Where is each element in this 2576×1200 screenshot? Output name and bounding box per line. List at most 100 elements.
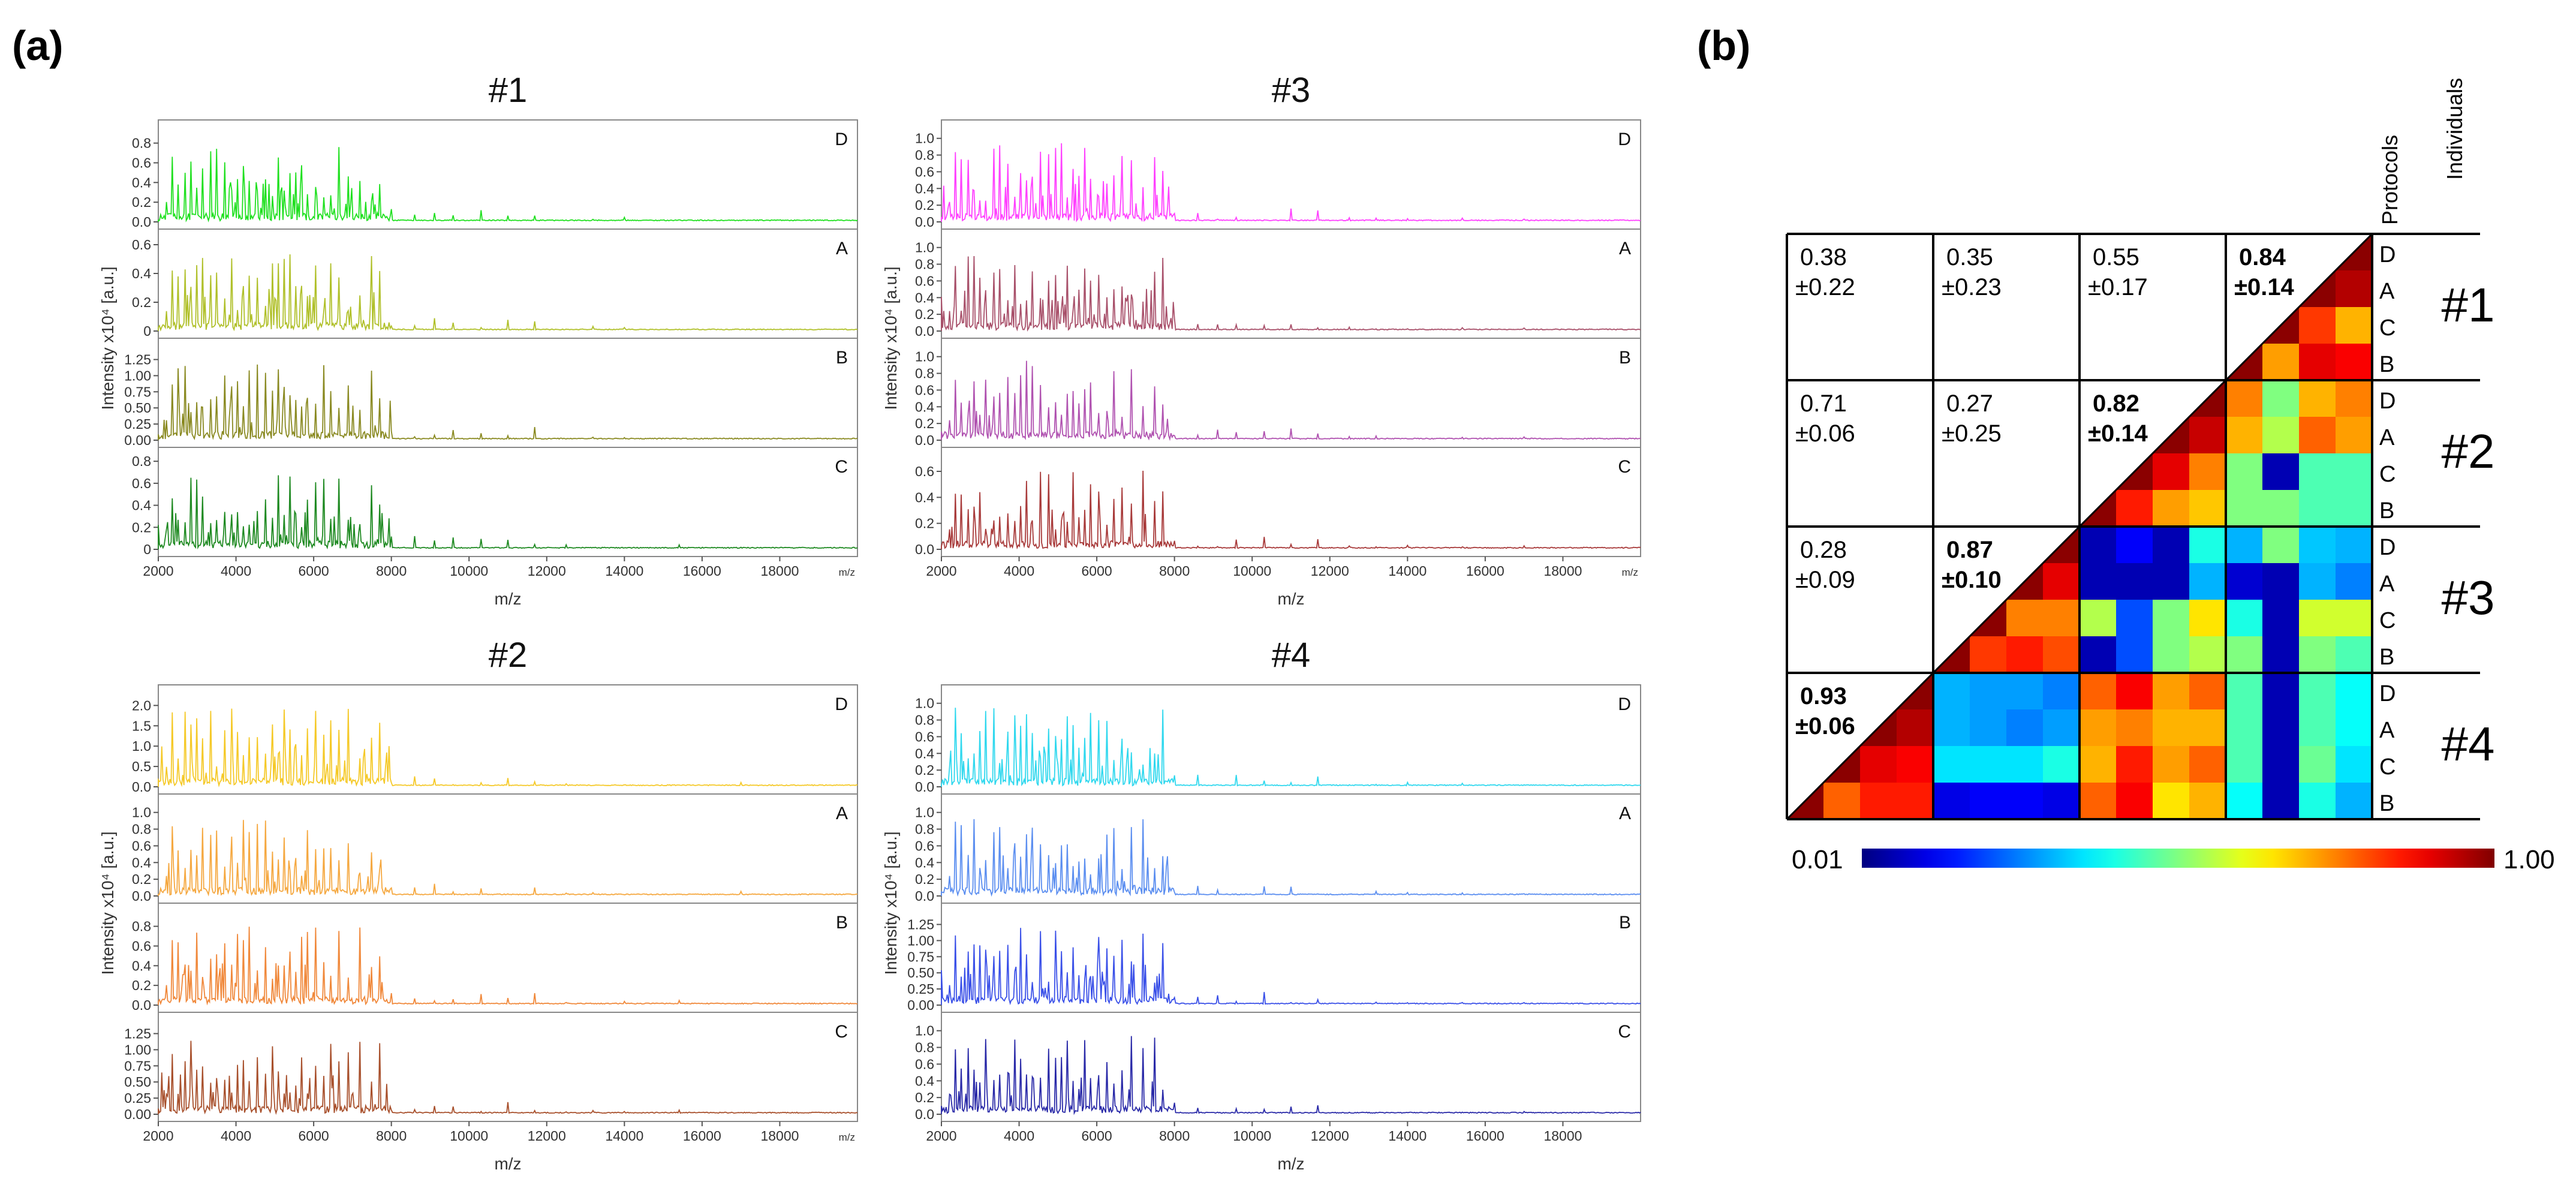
y-tick-label: 0.25 [124, 1090, 151, 1106]
chart-title: #2 [489, 636, 528, 675]
heatmap-cell [2006, 709, 2044, 747]
x-tick-label: 10000 [1233, 1128, 1271, 1144]
heatmap-cell [2189, 453, 2226, 491]
y-tick-label: 0.6 [132, 938, 151, 954]
spectrum-trace [158, 475, 858, 550]
heatmap-cell [2226, 527, 2263, 564]
heatmap-cell [2043, 563, 2080, 600]
subplot-label: D [835, 694, 848, 714]
protocol-label: A [2379, 718, 2395, 743]
heatmap-cell [2336, 380, 2373, 417]
heatmap-cell [2299, 453, 2336, 491]
x-tick-label: 14000 [1388, 1128, 1427, 1144]
spectrum-trace [158, 147, 858, 222]
subplot-label: A [1619, 804, 1631, 823]
y-tick-label: 0.2 [915, 871, 934, 887]
protocol-label: B [2379, 791, 2394, 816]
heatmap-cell [2262, 344, 2300, 381]
x-tick-label: 10000 [450, 1128, 488, 1144]
x-tick-label: 18000 [1543, 1128, 1582, 1144]
x-tick-label: 8000 [1159, 1128, 1190, 1144]
heatmap-cell [1933, 746, 1970, 783]
individual-label: #4 [2442, 717, 2495, 771]
heatmap-cell [2189, 600, 2226, 637]
spectrum-trace [941, 819, 1641, 897]
spectrum-trace [158, 708, 858, 788]
heatmap-cell [2116, 673, 2153, 710]
heatmap-cell [2189, 746, 2226, 783]
y-tick-label: 0.8 [132, 822, 151, 837]
y-tick-label: 1.00 [124, 1042, 151, 1057]
heatmap-cell [2116, 709, 2153, 747]
heatmap-cell [2299, 746, 2336, 783]
pair-stat-sd: ±0.25 [1942, 420, 2002, 447]
x-tick-label: 2000 [143, 563, 173, 579]
y-tick-label: 0.00 [907, 997, 934, 1013]
heatmap-cell [1970, 673, 2007, 710]
pair-stat-mean: 0.84 [2239, 244, 2286, 270]
x-axis-label: m/z [494, 590, 521, 608]
y-tick-label: 0.2 [915, 197, 934, 213]
spectrum-trace [941, 1036, 1641, 1115]
y-tick-label: 0.4 [132, 175, 151, 190]
x-tick-label: 12000 [528, 563, 566, 579]
y-tick-label: 1.25 [907, 917, 934, 933]
heatmap-cell [2226, 490, 2263, 527]
y-tick-label: 0.0 [915, 888, 934, 904]
heatmap-cell [2226, 380, 2263, 417]
subplot-label: D [1618, 130, 1631, 149]
heatmap-cell [2189, 636, 2226, 673]
heatmap-cell [2043, 783, 2080, 820]
y-tick-label: 0.6 [915, 838, 934, 853]
heatmap-cell [1897, 746, 1934, 783]
y-tick-label: 0.0 [915, 779, 934, 795]
pair-stat-mean: 0.38 [1800, 244, 1847, 270]
heatmap-cell [1897, 783, 1934, 820]
heatmap-cell [2153, 673, 2190, 710]
subplot-frame [158, 793, 858, 904]
y-tick-label: 0.0 [915, 214, 934, 230]
y-tick-label: 0.8 [915, 822, 934, 837]
y-tick-label: 0.2 [132, 194, 151, 210]
heatmap-cell [2116, 636, 2153, 673]
y-tick-label: 1.00 [907, 933, 934, 948]
x-tick-label: 12000 [528, 1128, 566, 1144]
heatmap-cell [2116, 490, 2153, 527]
x-tick-label: 2000 [926, 563, 956, 579]
heatmap-cell [2080, 600, 2117, 637]
heatmap-cell [2043, 600, 2080, 637]
y-tick-label: 0.5 [132, 759, 151, 774]
heatmap-cell [1823, 783, 1861, 820]
heatmap-cell [1933, 709, 1970, 747]
spectrum-chart-n2: #22.01.51.00.50.0D1.00.80.60.40.20.0A0.8… [98, 636, 858, 1173]
heatmap-cell [2153, 783, 2190, 820]
spectrum-trace [941, 708, 1641, 787]
subplot-label: A [836, 239, 848, 258]
col-header-individuals: Individuals [2442, 78, 2467, 180]
heatmap-cell [2189, 490, 2226, 527]
heatmap-cell [2262, 527, 2300, 564]
x-tick-label: 14000 [1388, 563, 1427, 579]
pair-stat-sd: ±0.14 [2234, 274, 2295, 300]
heatmap-cell [2262, 709, 2300, 747]
subplot-frame [158, 338, 858, 448]
y-tick-label: 0.8 [915, 712, 934, 728]
subplot-label: C [835, 1022, 848, 1042]
heatmap-cell [2262, 563, 2300, 600]
protocol-label: C [2379, 608, 2396, 633]
subplot-label: A [836, 804, 848, 823]
y-tick-label: 0.6 [915, 729, 934, 744]
heatmap-cell [2336, 270, 2373, 308]
protocol-label: D [2379, 389, 2396, 414]
heatmap-cell [2153, 709, 2190, 747]
heatmap-cell [2006, 673, 2044, 710]
y-tick-label: 0.2 [915, 1090, 934, 1105]
pair-stat-sd: ±0.14 [2088, 420, 2148, 447]
heatmap-cell [2080, 783, 2117, 820]
heatmap-cell [2226, 563, 2263, 600]
y-tick-label: 0.0 [132, 779, 151, 795]
y-tick-label: 1.0 [915, 349, 934, 365]
y-tick-label: 0.6 [915, 382, 934, 398]
colorbar-max-label: 1.00 [2503, 845, 2555, 874]
